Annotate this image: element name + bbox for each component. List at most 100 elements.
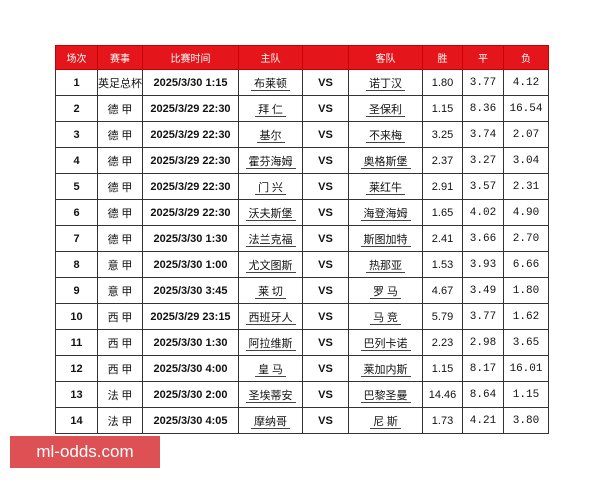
table-cell: 3.04 [503,147,549,174]
team-name: 奥格斯堡 [360,155,411,169]
team-name: 沃夫斯堡 [245,207,296,221]
team-name: 西班牙人 [245,311,296,325]
table-cell: 法 甲 [97,407,143,434]
table-cell: 2025/3/29 22:30 [142,147,239,174]
table-cell: 16.54 [503,95,549,122]
table-cell: VS [302,329,349,356]
header-row: 场次 赛事 比赛时间 主队 客队胜平负 [55,45,549,70]
table-cell: 马 竞 [348,303,423,330]
table-cell: 1.62 [503,303,549,330]
table-body: 1 英足总杯 2025/3/30 1:15 布莱顿 VS 诺丁汉 1.80 3.77 4.12 2… [55,69,549,434]
table-cell: 16.01 [503,355,549,382]
team-name: 巴列卡诺 [360,337,411,351]
table-cell: 德 甲 [97,147,143,174]
table-cell: 2025/3/30 4:05 [142,407,239,434]
team-name: 海登海姆 [360,207,411,221]
table-cell: 3.66 [462,225,504,252]
table-cell: 圣保利 [348,95,423,122]
table-cell: 不来梅 [348,121,423,148]
team-name: 莱红牛 [366,181,405,195]
table-cell: 海登海姆 [348,199,423,226]
header-cell [302,45,349,70]
header-cell: 比赛时间 [142,45,239,70]
table-cell: 2.98 [462,329,504,356]
header-cell: 赛事 [97,45,143,70]
table-cell: 2025/3/30 3:45 [142,277,239,304]
table-cell: 14 [55,407,98,434]
table-cell: 2025/3/30 1:30 [142,329,239,356]
team-name: 斯图加特 [360,233,411,247]
table-cell: 2025/3/30 1:15 [142,69,239,96]
table-row: 13 法 甲 2025/3/30 2:00 圣埃蒂安 VS 巴黎圣曼 14.46 8.64 1.… [55,381,549,408]
table-cell: 摩纳哥 [238,407,303,434]
table-cell: 8 [55,251,98,278]
table-cell: VS [302,173,349,200]
table-cell: 霍芬海姆 [238,147,303,174]
table-cell: 罗 马 [348,277,423,304]
table-cell: 5 [55,173,98,200]
table-cell: 13 [55,381,98,408]
header-cell: 平 [462,45,504,70]
table-cell: 6.66 [503,251,549,278]
table-cell: VS [302,69,349,96]
team-name: 尼 斯 [370,415,401,429]
odds-table: 场次 赛事 比赛时间 主队 客队胜平负 1 英足总杯 2025/3/30 1:15 布莱顿 VS… [55,45,549,434]
team-name: 莱加内斯 [360,363,411,377]
table-cell: 3.93 [462,251,504,278]
header-cell: 负 [503,45,549,70]
table-cell: 2.23 [422,329,463,356]
table-cell: 5.79 [422,303,463,330]
table-cell: 英足总杯 [97,69,143,96]
table-cell: 1.15 [503,381,549,408]
team-name: 莱 切 [255,285,286,299]
table-cell: 8.36 [462,95,504,122]
table-cell: VS [302,407,349,434]
watermark: ml-odds.com [10,436,160,468]
team-name: 阿拉维斯 [245,337,296,351]
table-cell: 3.80 [503,407,549,434]
team-name: 拜 仁 [255,103,286,117]
table-cell: 9 [55,277,98,304]
table-cell: 西 甲 [97,355,143,382]
table-cell: 4 [55,147,98,174]
team-name: 巴黎圣曼 [360,389,411,403]
table-cell: 7 [55,225,98,252]
team-name: 诺丁汉 [366,77,405,91]
table-cell: 4.90 [503,199,549,226]
table-cell: 1.15 [422,355,463,382]
table-cell: 1.80 [422,69,463,96]
table-cell: 4.12 [503,69,549,96]
table-cell: 2.07 [503,121,549,148]
header-cell: 胜 [422,45,463,70]
table-cell: 德 甲 [97,199,143,226]
table-cell: 2.37 [422,147,463,174]
table-cell: 2025/3/30 2:00 [142,381,239,408]
table-cell: 意 甲 [97,251,143,278]
table-cell: VS [302,225,349,252]
header-cell: 场次 [55,45,98,70]
table-cell: 热那亚 [348,251,423,278]
team-name: 圣保利 [366,103,405,117]
table-cell: 4.67 [422,277,463,304]
table-cell: 意 甲 [97,277,143,304]
team-name: 摩纳哥 [251,415,290,429]
table-cell: 2025/3/30 1:30 [142,225,239,252]
table-cell: 西 甲 [97,329,143,356]
header-cell: 客队 [348,45,423,70]
table-cell: 巴列卡诺 [348,329,423,356]
table-cell: 3.25 [422,121,463,148]
table-cell: 3.74 [462,121,504,148]
table-cell: 皇 马 [238,355,303,382]
table-cell: 圣埃蒂安 [238,381,303,408]
table-cell: 阿拉维斯 [238,329,303,356]
table-cell: 西 甲 [97,303,143,330]
table-cell: 3.65 [503,329,549,356]
table-cell: 2025/3/29 23:15 [142,303,239,330]
table-cell: 2.91 [422,173,463,200]
table-cell: 2025/3/30 1:00 [142,251,239,278]
table-cell: 2025/3/30 4:00 [142,355,239,382]
